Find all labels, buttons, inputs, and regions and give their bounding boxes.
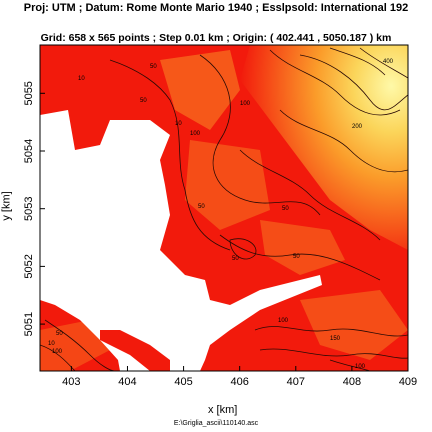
x-tick-label: 404 bbox=[118, 376, 136, 388]
plot-frame bbox=[39, 44, 409, 372]
terrain-patch bbox=[260, 220, 345, 275]
sea-area bbox=[40, 110, 322, 371]
contour-label: 100 bbox=[278, 318, 289, 324]
y-tick-label: 5052 bbox=[23, 254, 35, 278]
y-tick-label: 5051 bbox=[23, 312, 35, 336]
contour-label: 10 bbox=[78, 76, 85, 82]
grid-info: Grid: 658 x 565 points ; Step 0.01 km ; … bbox=[40, 32, 392, 44]
contour-label: 150 bbox=[330, 336, 341, 342]
contour-label: 100 bbox=[355, 364, 366, 370]
contour-label: 100 bbox=[190, 131, 201, 137]
contour-label: 100 bbox=[52, 349, 63, 355]
contour-label: 50 bbox=[198, 204, 205, 210]
contour-label: 50 bbox=[293, 254, 300, 260]
y-tick-label: 5053 bbox=[23, 196, 35, 220]
y-axis: 5051 5052 5053 5054 5055 bbox=[23, 81, 45, 336]
contour-label: 100 bbox=[240, 101, 251, 107]
terrain-patch bbox=[300, 290, 408, 360]
x-tick-label: 407 bbox=[287, 376, 305, 388]
file-path: E:\Griglia_ascii\110140.asc bbox=[173, 420, 259, 427]
y-axis-label: y [km] bbox=[0, 191, 13, 221]
x-tick-label: 405 bbox=[174, 376, 192, 388]
terrain-patch bbox=[185, 140, 270, 230]
contour-label: 50 bbox=[56, 331, 63, 337]
x-tick-label: 403 bbox=[62, 376, 80, 388]
contour-label: 50 bbox=[140, 98, 147, 104]
x-tick-label: 409 bbox=[399, 376, 417, 388]
contour-label: 50 bbox=[150, 64, 157, 70]
terrain-patch bbox=[160, 50, 240, 130]
x-tick-label: 408 bbox=[343, 376, 361, 388]
contour-label: 50 bbox=[282, 206, 289, 212]
contour-label: 10 bbox=[48, 341, 55, 347]
y-tick-label: 5055 bbox=[23, 81, 35, 105]
y-tick-label: 5054 bbox=[23, 139, 35, 163]
projection-info: Proj: UTM ; Datum: Rome Monte Mario 1940… bbox=[23, 2, 409, 14]
x-tick-label: 406 bbox=[231, 376, 249, 388]
contour-label: 10 bbox=[175, 121, 182, 127]
coast-strip bbox=[100, 330, 170, 371]
contour-label: 400 bbox=[383, 59, 394, 65]
x-axis-label: x [km] bbox=[208, 404, 238, 416]
highland-area bbox=[240, 45, 408, 250]
x-axis: 403 404 405 406 407 408 409 bbox=[62, 366, 417, 388]
contour-lines bbox=[40, 47, 408, 371]
contour-label: 200 bbox=[352, 124, 363, 130]
terrain-patch bbox=[40, 320, 110, 371]
contour-label: 50 bbox=[232, 256, 239, 262]
